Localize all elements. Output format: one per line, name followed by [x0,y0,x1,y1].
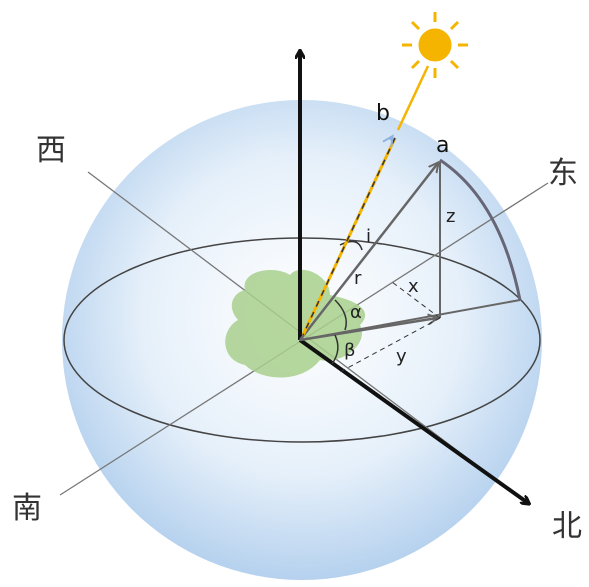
label: r [354,268,362,289]
direction-label: 西 [36,133,66,168]
sun-beam [396,65,430,131]
direction-label: 北 [552,509,582,544]
sun [402,12,468,78]
vector-a [299,163,438,341]
label: i [366,226,371,247]
direction-label: 南 [12,491,42,526]
direction-label: 东 [548,156,578,191]
sun-ray-dash [302,137,396,336]
label: x [408,276,419,297]
x-dash [391,281,441,319]
label: a [436,133,449,158]
arc [439,158,522,301]
angle-alpha [334,299,347,331]
leaf [225,269,366,378]
label: β [344,340,356,361]
label: b [376,101,390,126]
north-arrow [298,338,528,503]
vector-b [390,137,392,140]
y-dash [339,317,441,373]
label: y [396,346,407,367]
radius-line [299,299,521,341]
angle-i [339,240,363,251]
label: α [350,302,362,323]
label: z [446,206,455,227]
angle-beta [331,334,339,365]
sphere-group [59,12,549,580]
